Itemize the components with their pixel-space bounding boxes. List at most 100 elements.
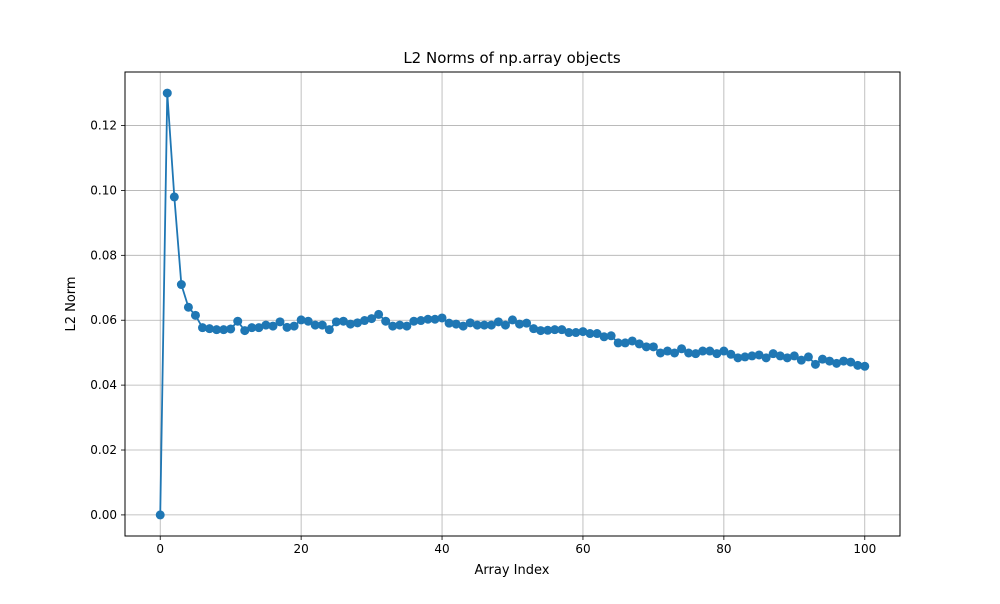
data-point (247, 323, 257, 333)
data-point (310, 320, 320, 330)
data-point (162, 88, 172, 98)
data-point (395, 320, 405, 330)
data-point (599, 332, 609, 342)
data-point (655, 348, 665, 358)
data-point (825, 356, 835, 366)
x-tick-label: 20 (293, 542, 308, 556)
y-tick-label: 0.08 (90, 248, 117, 262)
data-point (641, 342, 651, 352)
x-tick-label: 80 (716, 542, 731, 556)
data-point (275, 317, 285, 327)
data-point (500, 320, 510, 330)
data-point (198, 323, 207, 333)
data-point (423, 314, 433, 324)
data-point (493, 317, 503, 327)
data-point (761, 353, 771, 363)
data-point (381, 316, 391, 326)
data-point (627, 336, 637, 346)
data-point (416, 316, 426, 326)
data-point (705, 346, 715, 356)
data-point (846, 357, 856, 367)
data-point (268, 321, 278, 331)
data-point (458, 321, 468, 331)
data-point (571, 328, 581, 338)
data-point (578, 327, 588, 337)
data-point (233, 316, 243, 326)
data-point (670, 348, 680, 358)
data-point (698, 346, 708, 356)
data-point (261, 320, 271, 330)
data-point (472, 320, 482, 330)
data-point (155, 510, 165, 520)
data-point (564, 328, 574, 338)
data-point (747, 351, 757, 361)
x-axis-ticks: 0 20 40 60 80 100 (156, 536, 876, 556)
data-point (388, 321, 398, 331)
data-point (219, 325, 229, 335)
data-point (860, 361, 870, 371)
data-point (613, 338, 623, 348)
data-point (522, 318, 532, 328)
y-tick-label: 0.06 (90, 313, 117, 327)
data-point (803, 352, 813, 362)
data-point (557, 325, 567, 335)
data-point (303, 316, 313, 326)
data-point (585, 329, 595, 339)
series-markers (155, 88, 870, 520)
data-point (338, 316, 348, 326)
data-point (775, 351, 785, 361)
y-tick-label: 0.10 (90, 183, 117, 197)
data-point (176, 280, 186, 290)
data-point (444, 318, 454, 328)
plot-frame (124, 71, 901, 537)
data-point (719, 346, 729, 356)
grid-lines (125, 72, 900, 536)
data-point (663, 346, 672, 356)
x-axis-label: Array Index (475, 563, 550, 578)
data-point (592, 329, 602, 339)
data-point (374, 309, 384, 319)
data-point (543, 325, 553, 335)
data-point (620, 338, 630, 348)
data-point (226, 324, 236, 334)
data-point (606, 331, 616, 341)
data-point (726, 349, 736, 359)
data-point (754, 350, 764, 360)
data-point (296, 315, 306, 325)
data-point (402, 321, 412, 331)
data-point (733, 353, 743, 363)
data-point (712, 349, 722, 359)
data-point (677, 344, 687, 354)
data-point (437, 313, 447, 323)
data-point (648, 342, 658, 352)
data-point (634, 339, 644, 349)
data-point (782, 353, 792, 363)
data-point (183, 302, 193, 312)
data-point (796, 355, 806, 365)
data-point (409, 316, 419, 326)
x-tick-label: 60 (575, 542, 590, 556)
chart-title: L2 Norms of np.array objects (403, 49, 621, 67)
y-axis-label: L2 Norm (64, 276, 79, 331)
y-axis-ticks: 0.00 0.02 0.04 0.06 0.08 0.10 0.12 (90, 119, 125, 522)
data-point (508, 315, 517, 325)
data-point (353, 318, 362, 328)
y-tick-label: 0.00 (90, 508, 117, 522)
data-point (684, 348, 694, 358)
data-point (789, 351, 799, 361)
x-tick-label: 0 (156, 542, 164, 556)
data-point (331, 317, 341, 327)
data-point (254, 323, 264, 333)
data-point (529, 324, 539, 334)
data-point (479, 320, 489, 330)
data-point (839, 356, 849, 366)
data-point (324, 325, 334, 335)
data-point (768, 349, 778, 359)
data-point (486, 320, 496, 330)
data-point (550, 325, 560, 335)
data-point (317, 320, 327, 330)
data-point (169, 192, 179, 202)
